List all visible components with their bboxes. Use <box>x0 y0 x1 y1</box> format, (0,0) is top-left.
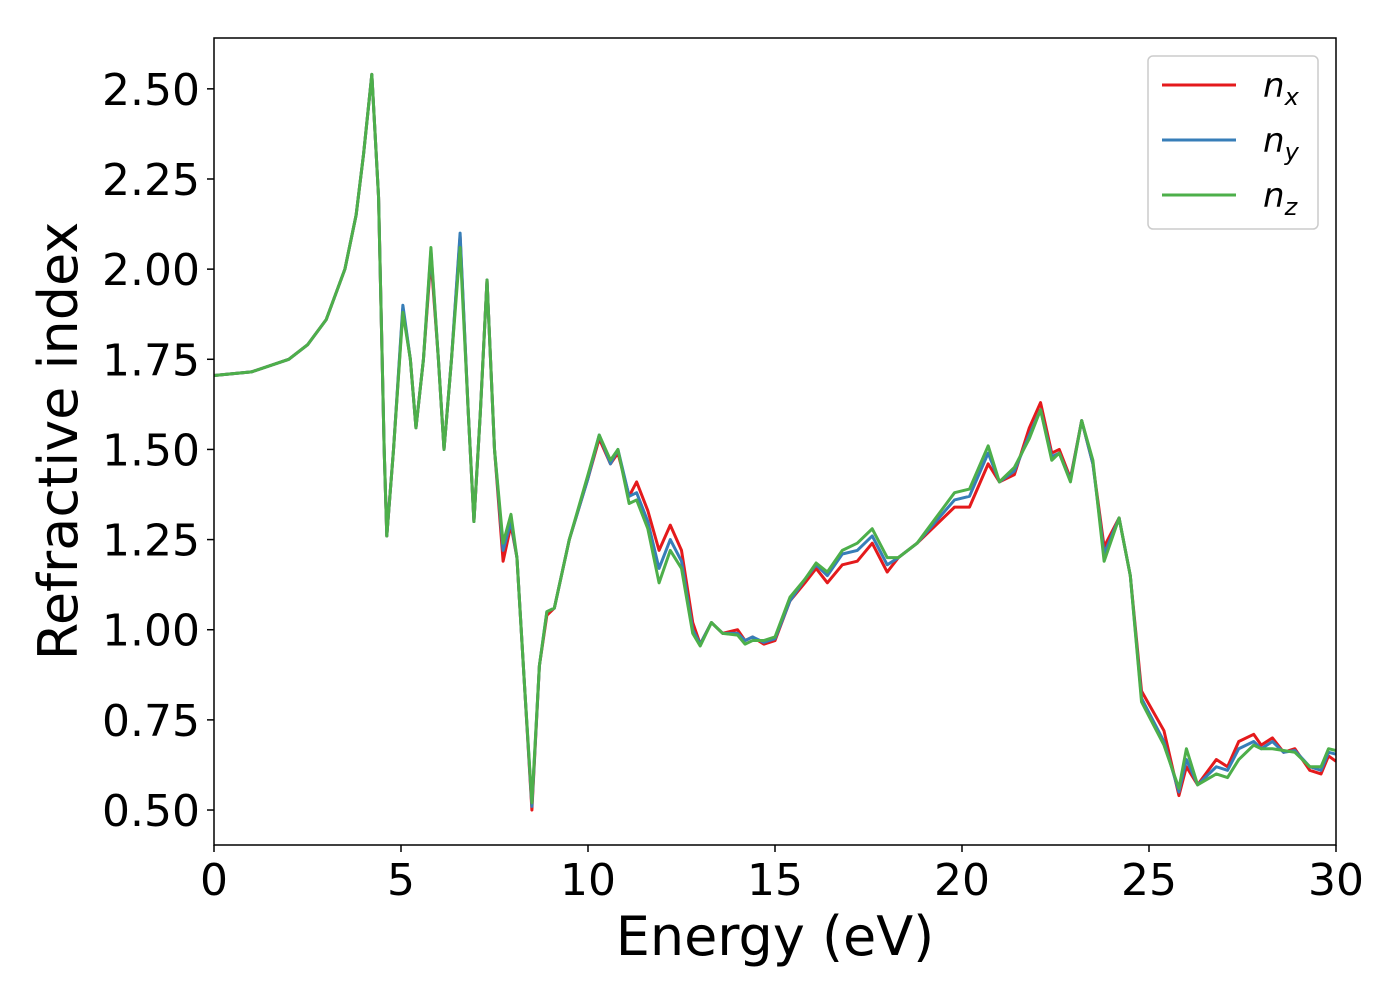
y-tick-label: 1.50 <box>102 425 200 476</box>
y-axis-label: Refractive index <box>27 222 90 661</box>
y-tick-label: 2.50 <box>102 65 200 116</box>
plot-frame <box>213 37 1337 846</box>
x-tick-label: 30 <box>1308 855 1364 906</box>
x-axis-label: Energy (eV) <box>616 905 935 968</box>
legend-label: nz <box>1263 176 1299 221</box>
x-tick-label: 5 <box>387 855 415 906</box>
y-tick-label: 1.25 <box>102 516 200 567</box>
y-tick-label: 2.25 <box>102 155 200 206</box>
x-tick-label: 15 <box>747 855 803 906</box>
x-tick-label: 10 <box>560 855 616 906</box>
x-tick-label: 20 <box>934 855 990 906</box>
x-tick-label: 0 <box>200 855 228 906</box>
legend-label: ny <box>1263 121 1300 166</box>
x-tick-label: 25 <box>1121 855 1177 906</box>
series-line <box>214 72 1336 805</box>
legend-box <box>1147 55 1319 230</box>
y-tick-label: 0.50 <box>102 786 200 837</box>
y-tick-label: 1.75 <box>102 335 200 386</box>
y-tick-label: 2.00 <box>102 245 200 296</box>
y-tick-label: 1.00 <box>102 606 200 657</box>
legend-label: nx <box>1263 66 1300 111</box>
y-tick-label: 0.75 <box>102 696 200 747</box>
